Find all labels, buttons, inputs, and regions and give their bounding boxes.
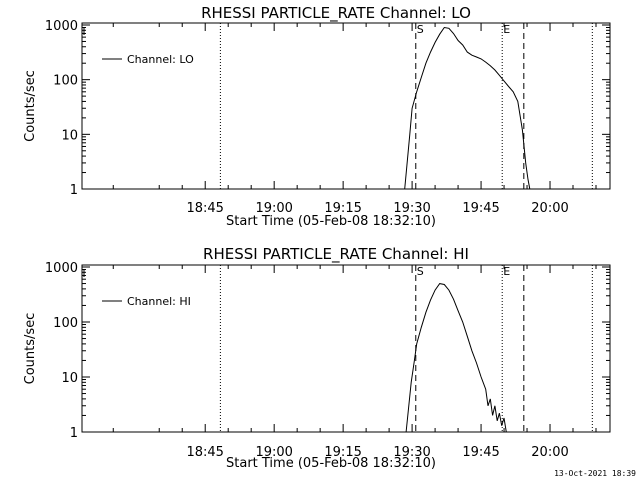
- chart-title: RHESSI PARTICLE_RATE Channel: LO: [201, 4, 471, 23]
- x-tick-label: 19:45: [462, 201, 499, 216]
- y-tick-label: 100: [53, 316, 78, 331]
- y-axis-label: Counts/sec: [23, 70, 38, 142]
- y-tick-label: 10: [61, 371, 78, 386]
- plot-frame: [81, 22, 611, 190]
- series-line: [404, 26, 531, 190]
- marker-label: S: [417, 23, 424, 36]
- marker-label: S: [417, 265, 424, 278]
- legend-label: Channel: LO: [127, 53, 194, 66]
- x-tick-label: 19:15: [324, 201, 361, 216]
- y-tick-label: 1000: [45, 19, 78, 34]
- chart-title: RHESSI PARTICLE_RATE Channel: HI: [203, 245, 469, 264]
- y-tick-label: 1: [70, 426, 78, 441]
- y-tick-label: 100: [53, 74, 78, 89]
- timestamp: 13-Oct-2021 18:39: [554, 469, 636, 478]
- marker-label: E: [503, 23, 510, 36]
- x-tick-label: 19:30: [393, 445, 430, 460]
- plot-frame: [81, 264, 611, 433]
- x-tick-label: 19:00: [255, 445, 292, 460]
- x-tick-label: 18:45: [186, 445, 223, 460]
- x-tick-label: 18:45: [186, 201, 223, 216]
- lo-channel-panel: RHESSI PARTICLE_RATE Channel: LO Counts/s…: [23, 4, 611, 229]
- x-tick-label: 19:45: [462, 445, 499, 460]
- y-tick-label: 10: [61, 128, 78, 143]
- series-line: [405, 283, 507, 433]
- hi-channel-panel: RHESSI PARTICLE_RATE Channel: HI Counts/s…: [23, 245, 611, 471]
- x-tick-label: 19:00: [255, 201, 292, 216]
- y-tick-label: 1000: [45, 261, 78, 276]
- y-axis-label: Counts/sec: [23, 313, 38, 385]
- x-axis-label: Start Time (05-Feb-08 18:32:10): [226, 456, 436, 471]
- marker-label: E: [503, 265, 510, 278]
- y-tick-label: 1: [70, 183, 78, 198]
- x-axis-label: Start Time (05-Feb-08 18:32:10): [226, 214, 436, 229]
- x-tick-label: 19:30: [393, 201, 430, 216]
- x-tick-label: 20:00: [531, 201, 568, 216]
- x-tick-label: 20:00: [531, 445, 568, 460]
- x-tick-label: 19:15: [324, 445, 361, 460]
- legend-label: Channel: HI: [127, 295, 191, 308]
